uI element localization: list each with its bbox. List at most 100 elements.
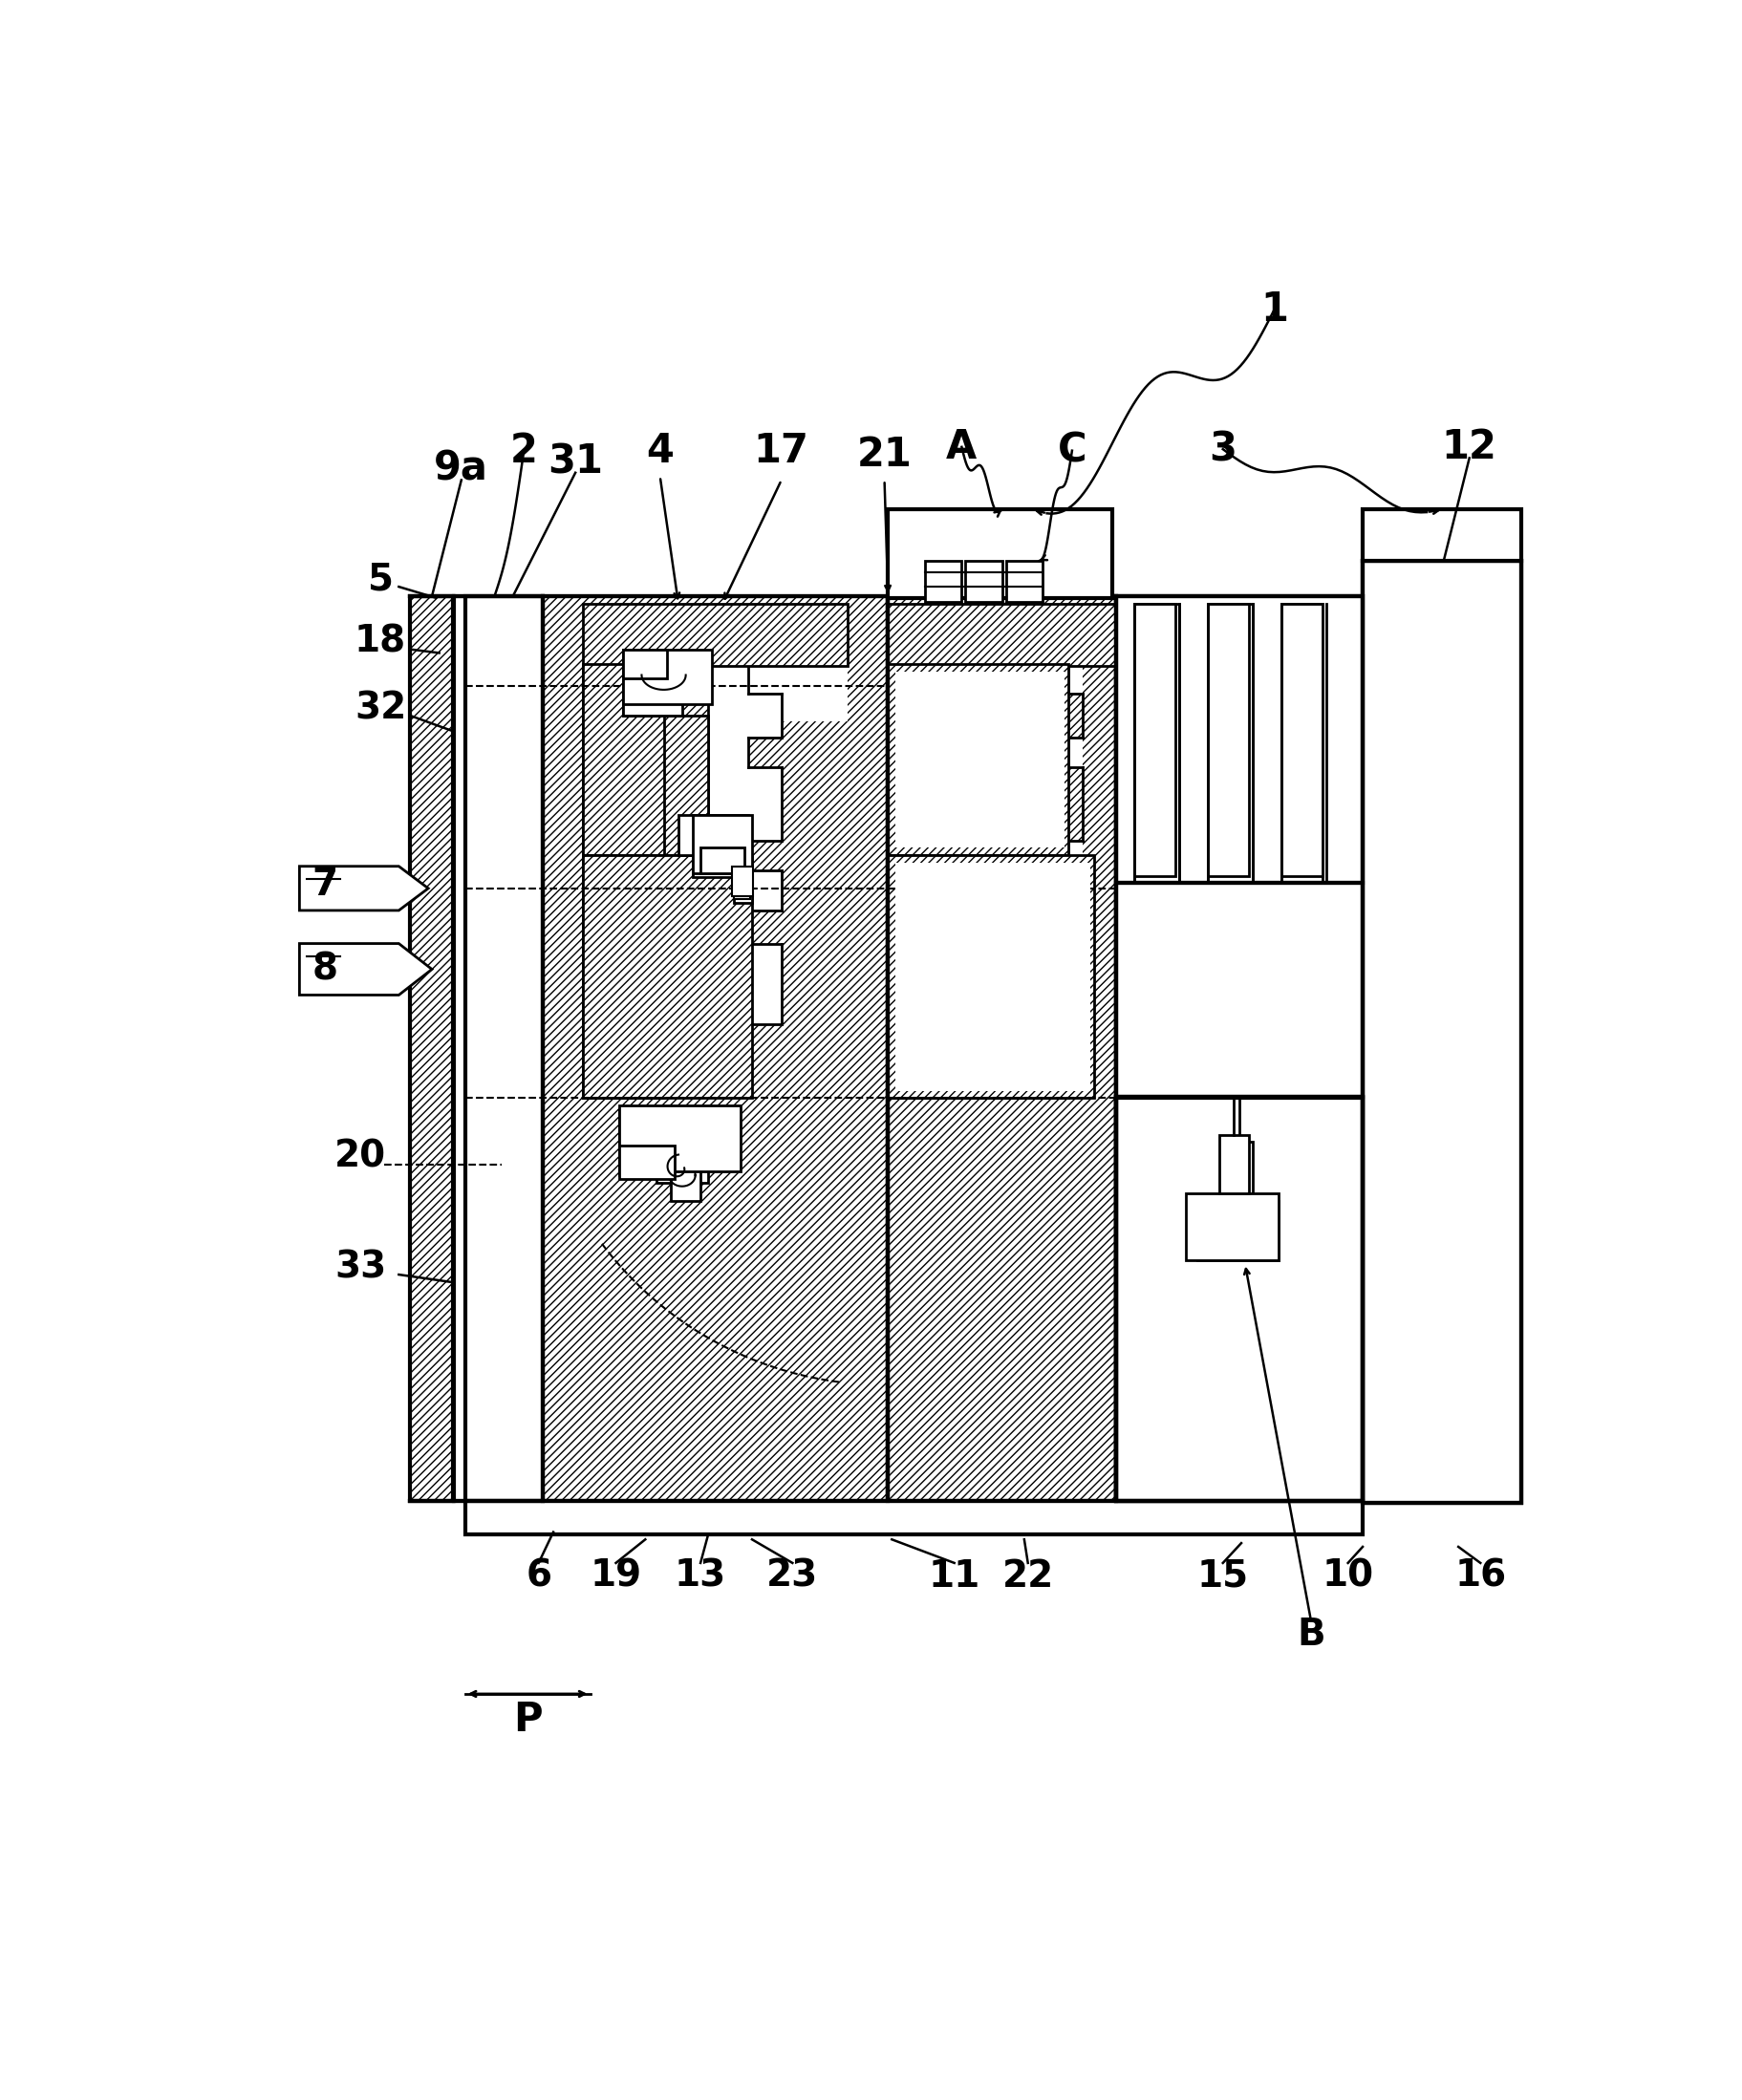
Bar	[1115, 1096, 1362, 1502]
Text: 4: 4	[646, 430, 674, 470]
Polygon shape	[542, 596, 888, 1502]
Bar	[465, 1502, 1362, 1535]
Text: P: P	[512, 1699, 542, 1739]
Bar	[965, 561, 1002, 601]
Text: 33: 33	[334, 1250, 387, 1285]
Bar	[1115, 884, 1362, 1096]
Bar	[888, 510, 1111, 598]
Bar	[1115, 596, 1362, 884]
Polygon shape	[888, 603, 1082, 1098]
Text: 10: 10	[1322, 1558, 1373, 1594]
Bar	[895, 672, 1064, 848]
Bar	[1186, 1193, 1277, 1260]
Bar	[409, 596, 453, 1502]
Polygon shape	[300, 943, 432, 995]
Bar	[618, 1109, 685, 1176]
Text: 6: 6	[526, 1558, 550, 1594]
Bar	[925, 561, 962, 601]
Text: 3: 3	[1209, 428, 1237, 468]
Bar	[1115, 1098, 1362, 1502]
Bar	[542, 596, 888, 1502]
Text: 16: 16	[1455, 1558, 1505, 1594]
Text: 5: 5	[368, 561, 394, 598]
Polygon shape	[582, 664, 780, 1098]
Bar	[1115, 596, 1362, 1502]
Text: 20: 20	[334, 1138, 387, 1176]
Polygon shape	[1362, 561, 1521, 1504]
Bar	[664, 716, 707, 855]
Bar	[895, 863, 1090, 1090]
Bar	[1280, 603, 1322, 884]
Bar	[1362, 561, 1521, 1504]
Text: 7: 7	[312, 867, 338, 903]
Text: 18: 18	[354, 624, 406, 659]
Bar	[1115, 884, 1362, 1096]
Bar	[733, 878, 751, 892]
Bar	[618, 1109, 737, 1149]
Bar	[1207, 603, 1252, 884]
Polygon shape	[1115, 596, 1362, 884]
Bar	[624, 649, 711, 704]
Bar	[732, 867, 753, 897]
Bar	[624, 649, 667, 678]
Bar	[1134, 603, 1178, 884]
Text: 12: 12	[1441, 426, 1496, 466]
Bar	[888, 664, 1068, 855]
Text: 11: 11	[928, 1558, 979, 1594]
Bar	[1219, 1134, 1247, 1193]
Bar	[618, 1147, 674, 1178]
Bar	[624, 672, 660, 716]
Text: 22: 22	[1002, 1558, 1054, 1594]
Bar	[671, 1168, 700, 1201]
Bar	[624, 672, 704, 693]
Text: 15: 15	[1197, 1558, 1247, 1594]
Polygon shape	[1115, 1096, 1362, 1502]
Bar	[582, 603, 847, 722]
Bar	[582, 603, 847, 666]
Text: 21: 21	[857, 435, 911, 475]
Bar	[1134, 603, 1174, 876]
Bar	[1207, 603, 1247, 876]
Text: 23: 23	[766, 1558, 819, 1594]
Text: 9a: 9a	[434, 449, 488, 489]
Bar	[1280, 603, 1322, 876]
Text: C: C	[1057, 430, 1085, 470]
Bar	[1115, 605, 1359, 878]
Bar	[733, 869, 751, 903]
Bar	[678, 815, 747, 855]
Text: 19: 19	[591, 1558, 641, 1594]
Polygon shape	[888, 596, 1115, 1502]
Bar	[1197, 1201, 1277, 1260]
Text: A: A	[946, 426, 977, 466]
Polygon shape	[300, 867, 429, 911]
Bar	[700, 848, 744, 874]
Bar	[693, 855, 733, 878]
Text: 32: 32	[354, 691, 406, 727]
Bar	[657, 1149, 707, 1182]
Bar	[1226, 1142, 1252, 1201]
Bar	[1115, 603, 1362, 1502]
Text: 2: 2	[510, 430, 537, 470]
Bar	[1005, 561, 1042, 601]
Bar	[888, 596, 1115, 1502]
Bar	[888, 603, 1115, 666]
Bar	[693, 815, 751, 874]
Bar	[733, 882, 749, 899]
Text: B: B	[1296, 1617, 1324, 1653]
Bar	[624, 693, 681, 716]
Bar	[1115, 1098, 1362, 1502]
Bar	[1115, 1096, 1362, 1502]
Text: 17: 17	[753, 430, 808, 470]
Text: 31: 31	[547, 441, 603, 481]
Bar	[888, 855, 1094, 1098]
Bar	[465, 596, 542, 1502]
Bar	[1115, 596, 1362, 1502]
Text: 1: 1	[1259, 290, 1287, 330]
Bar	[582, 855, 751, 1098]
Bar	[1362, 510, 1521, 561]
Text: 8: 8	[312, 951, 338, 987]
Bar	[1362, 561, 1521, 1504]
Bar	[618, 1105, 740, 1172]
Bar	[582, 664, 707, 855]
Text: 13: 13	[674, 1558, 726, 1594]
